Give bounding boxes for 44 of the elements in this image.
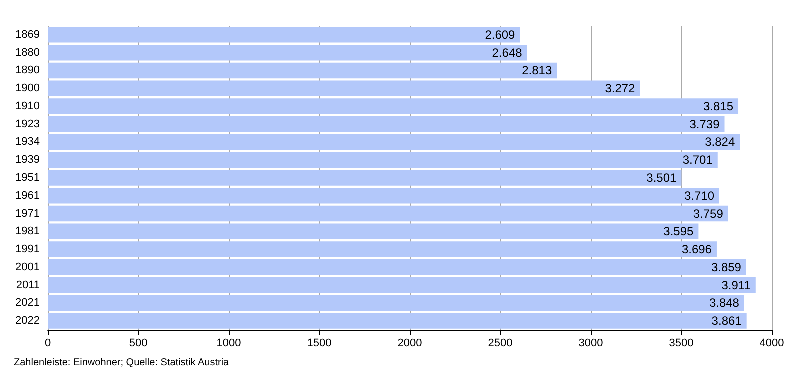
data-label: 3.701 — [682, 153, 714, 168]
x-tick-label: 4000 — [760, 338, 784, 350]
y-tick-label: 1900 — [16, 82, 40, 95]
x-tick-label: 3000 — [578, 338, 604, 350]
y-tick-label: 1971 — [16, 208, 40, 220]
data-label: 3.848 — [709, 296, 740, 310]
y-tick-label: 1951 — [16, 172, 40, 184]
x-tick-label: 500 — [129, 338, 148, 350]
x-tick-label: 2500 — [488, 338, 513, 350]
y-tick-label: 1923 — [16, 118, 40, 130]
y-tick-label: 2021 — [16, 297, 40, 310]
y-tick-label: 1991 — [16, 244, 40, 256]
y-tick-label: 1890 — [16, 64, 40, 77]
data-label: 3.710 — [684, 188, 715, 203]
y-tick-label: 2011 — [16, 279, 40, 292]
text: Zahlenleiste: Einwohner; Quelle: Statistik Austria — [14, 358, 230, 368]
data-label: 2.648 — [492, 46, 523, 60]
data-label: 3.501 — [646, 171, 678, 185]
data-label: 3.824 — [705, 135, 736, 150]
y-tick-label: 1981 — [16, 226, 40, 238]
y-tick-label: 1910 — [16, 100, 40, 112]
x-tick-label: 0 — [44, 338, 52, 350]
data-label: 2.813 — [522, 64, 552, 78]
data-label: 3.595 — [664, 224, 694, 239]
data-label: 3.911 — [722, 278, 752, 292]
y-tick-label: 1939 — [16, 154, 40, 166]
y-tick-label: 2001 — [16, 261, 40, 274]
x-tick-label: 1000 — [216, 338, 242, 350]
data-label: 3.272 — [605, 82, 636, 96]
x-tick-label: 1500 — [307, 338, 332, 350]
data-label: 2.609 — [485, 28, 516, 42]
data-label: 3.815 — [703, 99, 734, 114]
y-tick-label: 1869 — [16, 28, 40, 41]
x-tick-label: 2000 — [398, 338, 422, 350]
y-tick-label: 1961 — [16, 190, 40, 202]
x-tick-label: 3500 — [669, 338, 694, 350]
data-label: 3.739 — [690, 117, 720, 132]
data-label: 3.859 — [711, 260, 742, 274]
data-label: 3.861 — [712, 314, 742, 328]
data-label: 3.696 — [682, 242, 712, 257]
y-tick-label: 1934 — [16, 136, 40, 148]
y-tick-label: 1880 — [16, 46, 40, 59]
y-tick-label: 2022 — [16, 315, 40, 328]
data-label: 3.759 — [693, 206, 724, 221]
